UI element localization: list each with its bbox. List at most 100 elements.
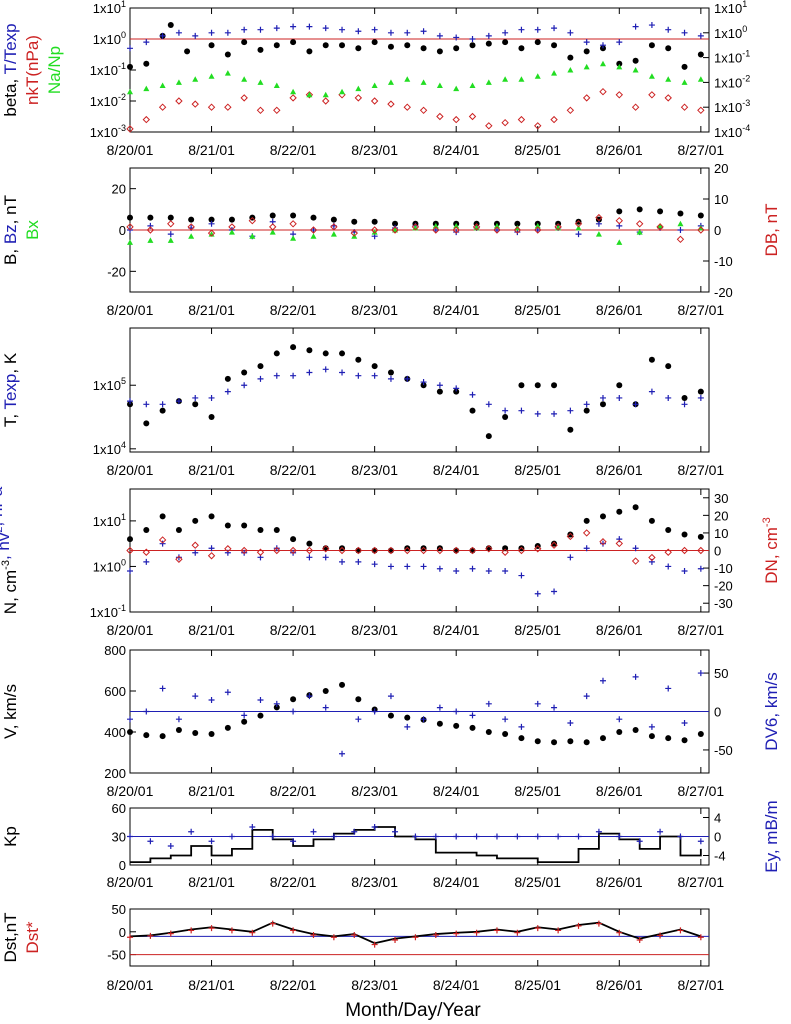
data-point-dst_star (473, 929, 480, 936)
data-point-t (355, 356, 362, 363)
data-point-beta (648, 42, 655, 49)
data-point-n (469, 547, 476, 554)
data-point-dn (240, 546, 248, 555)
data-point-v (175, 726, 182, 733)
data-point-dv6 (224, 689, 231, 696)
data-point-beta (632, 57, 639, 64)
data-point-bx (575, 224, 582, 231)
x-tick-label: 8/25/01 (514, 977, 561, 993)
y-tick-label-right: 1x100 (714, 24, 747, 41)
x-tick-label: 8/26/01 (596, 622, 643, 638)
data-point-dn (158, 536, 167, 544)
data-point-t_texp (127, 45, 133, 52)
data-point-n (241, 522, 248, 529)
y-tick-label-right: 10 (714, 526, 728, 541)
x-tick-label: 8/27/01 (677, 874, 724, 890)
data-point-v (453, 722, 460, 729)
data-point-nkt (354, 94, 363, 102)
data-point-nv2 (404, 563, 411, 570)
data-point-nkt (207, 103, 216, 111)
data-point-dv6 (127, 716, 133, 723)
data-point-nv2 (697, 565, 704, 572)
data-point-t_texp (648, 22, 655, 29)
data-point-dn (289, 546, 297, 555)
data-point-n (420, 545, 427, 552)
data-point-dn (370, 546, 379, 555)
data-point-texp (567, 407, 574, 414)
data-point-nkt (452, 115, 460, 124)
y-tick-label: 1x10-3 (90, 123, 126, 140)
data-point-beta (306, 48, 313, 55)
y-tick-label-right: -4 (714, 849, 726, 864)
data-point-dn (485, 545, 493, 553)
data-point-bx (636, 229, 643, 235)
y-tick-label: 1x101 (93, 0, 126, 16)
data-point-ey (697, 838, 704, 845)
data-point-v (241, 718, 248, 725)
y-tick-label: 1x101 (93, 512, 126, 529)
data-point-n (208, 513, 215, 520)
data-point-dv6 (306, 693, 313, 700)
data-point-beta (599, 45, 606, 52)
data-point-b (392, 220, 399, 227)
data-point-beta (453, 45, 460, 52)
data-point-n (306, 540, 313, 547)
data-point-dv6 (469, 712, 476, 719)
data-point-t (697, 388, 704, 395)
data-point-dv6 (436, 704, 443, 711)
data-point-nv2 (224, 549, 231, 556)
data-point-beta (143, 60, 150, 67)
data-point-na_np (567, 67, 574, 73)
x-tick-label: 8/24/01 (433, 142, 480, 158)
data-point-b (330, 216, 337, 223)
y-tick-label: 0 (119, 858, 126, 873)
series-dv6 (127, 670, 704, 757)
data-point-n (697, 533, 704, 540)
data-point-dst_star (412, 934, 419, 941)
data-point-na_np (355, 85, 362, 92)
data-point-nkt (517, 115, 526, 124)
data-point-n (257, 527, 264, 533)
data-point-nv2 (371, 561, 378, 568)
data-point-dst_star (677, 927, 684, 934)
y-tick-label: 50 (112, 902, 126, 917)
data-point-t (420, 382, 427, 389)
data-point-t_texp (306, 23, 313, 30)
data-point-n (355, 547, 362, 554)
data-point-nkt (191, 100, 199, 108)
y-tick-label-right: 10 (714, 192, 728, 207)
y-tick-label-right: 0 (714, 544, 721, 559)
data-point-t_texp (534, 26, 541, 33)
y-axis-label-left-3: Na/Np (45, 46, 64, 94)
data-point-t_texp (257, 26, 264, 33)
data-point-dv6 (339, 750, 346, 757)
data-point-t_texp (404, 29, 411, 36)
data-point-b (228, 216, 235, 223)
data-point-texp (306, 369, 313, 376)
data-point-dn (631, 557, 640, 565)
data-point-dv6 (290, 708, 297, 715)
y-axis-label-left-2: Bx (23, 220, 42, 240)
y-tick-label: 60 (112, 801, 126, 816)
data-point-dst_star (493, 927, 500, 934)
data-point-texp (208, 394, 215, 401)
y-tick-label: 400 (104, 725, 126, 740)
data-point-t_texp (420, 28, 427, 35)
y-axis-label-right: DB, nT (762, 204, 781, 257)
y-tick-label-right: -50 (714, 743, 733, 758)
data-point-dst_star (595, 920, 602, 927)
data-point-texp (290, 372, 297, 379)
data-point-nv2 (241, 549, 248, 556)
data-point-db (656, 223, 664, 231)
data-point-nv2 (551, 588, 558, 595)
data-point-texp (681, 401, 688, 408)
data-point-texp (551, 410, 558, 417)
x-tick-label: 8/23/01 (351, 462, 398, 478)
data-point-dv6 (420, 716, 427, 723)
data-point-texp (257, 375, 264, 382)
data-point-texp (485, 401, 492, 408)
y-tick-label: 1x100 (93, 30, 126, 47)
x-tick-label: 8/25/01 (514, 783, 561, 799)
data-point-beta (224, 51, 231, 58)
data-point-texp (192, 394, 199, 401)
